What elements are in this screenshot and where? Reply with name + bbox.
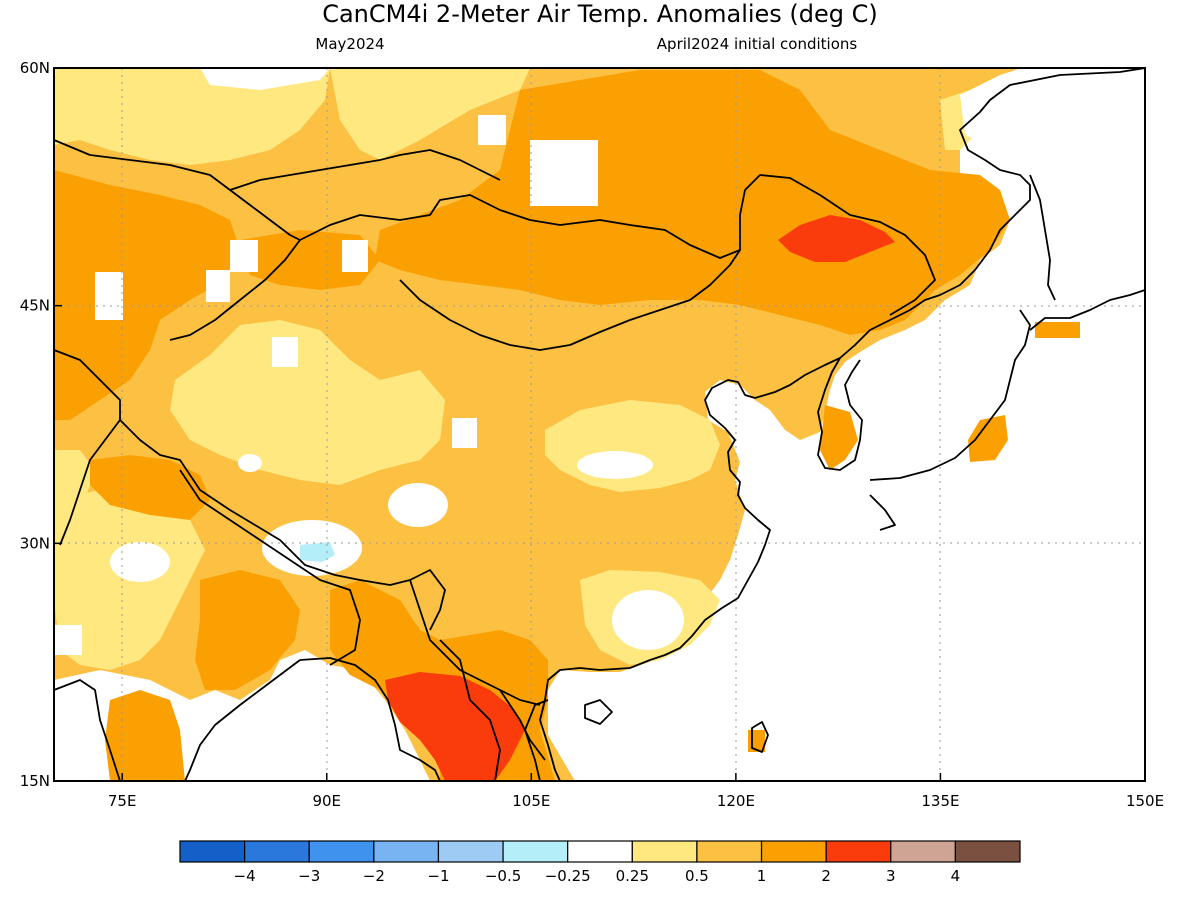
white-pocket-south-china (612, 590, 684, 650)
map-frame (53, 67, 1146, 782)
coastline-japan-south (869, 494, 896, 531)
coastline-east-asia (539, 68, 1145, 781)
lake-mask-b (272, 337, 298, 367)
white-pocket-kamchatka (960, 68, 1145, 781)
lake-mask-baikal (530, 140, 598, 206)
lon-tick-label: 120E (717, 792, 755, 810)
orange-region-kazakhstan (54, 170, 240, 420)
coastline-japan-honshu (869, 309, 1031, 481)
figure-title: CanCM4i 2-Meter Air Temp. Anomalies (deg… (322, 0, 878, 28)
white-pocket-qinghai (388, 483, 448, 527)
colorbar-swatch (825, 840, 892, 863)
lake-balkhash-mask (95, 272, 123, 320)
white-pocket-tibet-small (238, 454, 262, 472)
colorbar-label: 0.5 (685, 867, 709, 885)
colorbar-label: 3 (886, 867, 896, 885)
lake-mask-d (478, 115, 506, 145)
anomaly-fill-layer (54, 68, 1145, 781)
orange-region-japan (968, 415, 1008, 462)
lake-mask-c (452, 418, 477, 448)
orange-region-mongolia (375, 70, 1010, 335)
yellow-region-tibet (170, 320, 445, 485)
yellow-region-north-kazakhstan (54, 68, 330, 165)
colorbar-swatch (244, 840, 310, 863)
orange-region-korea (820, 405, 858, 470)
lake-mask-e (230, 240, 258, 272)
colorbar-swatch (567, 840, 633, 863)
red-region-manchuria (778, 215, 895, 262)
red-region-myanmar-thailand (385, 672, 525, 781)
coastline-india-west (54, 679, 121, 781)
coastline-taiwan (751, 721, 769, 753)
colorbar-label: 0.25 (616, 867, 649, 885)
coastline-hokkaido (1029, 289, 1145, 331)
colorbar-swatch (696, 840, 763, 863)
colorbar-swatch (631, 840, 698, 863)
colorbar-swatch (502, 840, 569, 863)
lon-tick-label: 105E (512, 792, 550, 810)
border-kazakhstan (54, 139, 301, 341)
border-myanmar (409, 579, 541, 706)
colorbar: −4 −3 −2 −1 −0.5 −0.25 0.25 0.5 1 2 3 4 (179, 840, 1021, 885)
latitude-axis: 15N 30N 45N 60N (20, 59, 62, 790)
lat-tick-label: 30N (20, 534, 50, 552)
white-pocket-india (110, 542, 170, 582)
border-thailand (439, 639, 501, 781)
lon-tick-label: 150E (1126, 792, 1164, 810)
colorbar-swatch (890, 840, 956, 863)
longitude-axis: 75E 90E 105E 120E 135E 150E (108, 773, 1164, 810)
colorbar-label: −3 (298, 867, 320, 885)
lon-tick-label: 75E (108, 792, 137, 810)
orange-region-india-south (105, 690, 185, 781)
map-panel (54, 68, 1145, 781)
colorbar-swatch (760, 840, 827, 863)
colorbar-label: 2 (821, 867, 831, 885)
subtitle-forecast-month: May2024 (315, 35, 384, 53)
border-vietnam-laos (499, 689, 546, 761)
white-pocket-central-china (577, 451, 653, 479)
coastlines-and-borders (54, 68, 1145, 781)
border-mongolia-south (399, 249, 741, 351)
lake-mask-g (54, 625, 82, 655)
border-russia-south (229, 149, 501, 191)
colorbar-label: −0.5 (485, 867, 521, 885)
orange-region-hokkaido (1035, 322, 1080, 338)
colorbar-label: 1 (757, 867, 767, 885)
colorbar-swatch (308, 840, 375, 863)
coastline-korea (817, 357, 863, 471)
yellow-region-siberia-north (330, 68, 530, 160)
lake-mask-f (206, 270, 230, 302)
border-himalaya (119, 419, 446, 631)
coastline-india-east (184, 659, 301, 781)
lon-tick-label: 90E (312, 792, 341, 810)
colorbar-swatch (954, 840, 1021, 863)
coastline-bay-of-bengal (299, 657, 441, 781)
border-india-nepal (179, 469, 361, 666)
subtitle-initial-conditions: April2024 initial conditions (657, 35, 858, 53)
white-pocket-north (200, 68, 330, 90)
coastline-hainan (584, 699, 613, 725)
colorbar-label: 4 (951, 867, 961, 885)
yellow-region-arabia-edge (54, 450, 95, 510)
border-central-asia (54, 349, 121, 546)
border-china-north (299, 174, 936, 316)
colorbar-label: −1 (427, 867, 449, 885)
colorbar-label: −2 (363, 867, 385, 885)
lake-mask-a (342, 240, 368, 272)
orange-region-central-india (195, 570, 300, 690)
lon-tick-label: 135E (921, 792, 959, 810)
colorbar-swatch (179, 840, 246, 863)
colorbar-label: −4 (234, 867, 256, 885)
coastline-sakhalin (1029, 174, 1056, 301)
colorbar-swatch (437, 840, 504, 863)
negative-pocket-tibet (300, 542, 335, 562)
colorbar-label: −0.25 (545, 867, 591, 885)
lat-tick-label: 45N (20, 297, 50, 315)
colorbar-swatch (373, 840, 440, 863)
lat-tick-label: 15N (20, 772, 50, 790)
lat-tick-label: 60N (20, 59, 50, 77)
